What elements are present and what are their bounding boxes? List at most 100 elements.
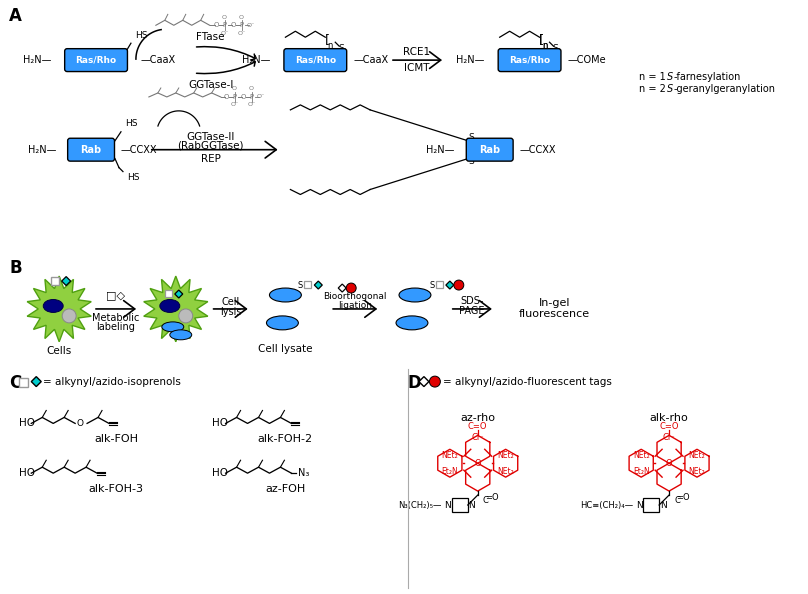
Text: az-FOH: az-FOH	[265, 484, 305, 494]
Text: HS: HS	[127, 173, 140, 182]
Text: = alkynyl/azido-isoprenols: = alkynyl/azido-isoprenols	[44, 377, 181, 387]
Text: NEt₂: NEt₂	[497, 451, 514, 460]
Text: B: B	[10, 259, 22, 277]
Text: S: S	[468, 133, 473, 142]
Text: =O: =O	[485, 492, 499, 501]
Text: (RabGGTase): (RabGGTase)	[178, 141, 244, 151]
Text: O: O	[474, 459, 481, 467]
FancyBboxPatch shape	[65, 49, 128, 71]
Text: -farnesylation: -farnesylation	[673, 72, 740, 82]
Ellipse shape	[267, 316, 298, 330]
Text: n = 1: n = 1	[639, 72, 669, 82]
Text: □◇: □◇	[107, 290, 125, 300]
Text: O⁻: O⁻	[256, 94, 265, 99]
Text: S: S	[429, 280, 435, 289]
Text: O: O	[77, 419, 83, 428]
Text: alk-FOH: alk-FOH	[94, 434, 138, 444]
Text: O⁻: O⁻	[230, 102, 238, 108]
Text: alk-FOH-2: alk-FOH-2	[258, 434, 313, 444]
Text: A: A	[10, 7, 23, 26]
Polygon shape	[27, 276, 91, 342]
Text: Rab: Rab	[479, 145, 500, 154]
Text: az-rho: az-rho	[461, 413, 495, 424]
Text: O⁻: O⁻	[247, 102, 255, 108]
Text: NEt₂: NEt₂	[441, 451, 458, 460]
Text: Cells: Cells	[47, 346, 72, 356]
Circle shape	[454, 280, 464, 290]
Text: N: N	[636, 501, 642, 510]
Text: Et₂N: Et₂N	[441, 467, 458, 476]
Text: N: N	[469, 501, 475, 510]
Text: H₂N—: H₂N—	[242, 55, 271, 65]
Text: S: S	[553, 44, 558, 53]
Bar	[436, 281, 443, 288]
Text: [: [	[539, 33, 544, 46]
Text: Bioorthogonal: Bioorthogonal	[323, 292, 387, 301]
Text: =O: =O	[676, 492, 690, 501]
Text: n: n	[542, 40, 547, 50]
Text: alk-rho: alk-rho	[650, 413, 688, 424]
Ellipse shape	[44, 299, 63, 312]
Text: O⁻: O⁻	[221, 31, 229, 36]
Bar	[643, 498, 659, 512]
Text: HS: HS	[125, 119, 137, 128]
Text: —CCXX: —CCXX	[520, 145, 556, 154]
Text: —COMe: —COMe	[567, 55, 606, 65]
Ellipse shape	[269, 288, 301, 302]
Text: Ras/Rho: Ras/Rho	[295, 56, 336, 65]
Circle shape	[429, 376, 440, 387]
Text: ICMT: ICMT	[404, 63, 430, 73]
Bar	[305, 281, 311, 288]
Ellipse shape	[162, 322, 183, 332]
FancyBboxPatch shape	[284, 49, 347, 71]
Text: PAGE: PAGE	[459, 306, 485, 316]
Text: In-gel: In-gel	[539, 298, 570, 308]
Text: O: O	[666, 459, 672, 467]
Text: NEt₂: NEt₂	[688, 467, 705, 476]
Circle shape	[62, 309, 76, 323]
Text: n = 2: n = 2	[639, 84, 669, 94]
Bar	[452, 498, 468, 512]
Polygon shape	[175, 290, 183, 298]
Text: [: [	[325, 33, 330, 46]
Text: -geranylgeranylation: -geranylgeranylation	[673, 84, 775, 94]
Text: P: P	[222, 23, 227, 29]
Text: Rab: Rab	[81, 145, 102, 154]
Text: fluorescence: fluorescence	[519, 309, 590, 319]
Polygon shape	[144, 276, 208, 342]
Text: —CaaX: —CaaX	[353, 55, 389, 65]
Text: N: N	[444, 501, 451, 510]
Text: ligation: ligation	[339, 302, 372, 311]
Text: P: P	[239, 23, 244, 29]
Text: SDS-: SDS-	[460, 296, 483, 306]
FancyBboxPatch shape	[499, 49, 561, 71]
Bar	[165, 290, 172, 297]
Text: H₂N—: H₂N—	[457, 55, 485, 65]
Circle shape	[179, 309, 193, 323]
Text: = alkynyl/azido-fluorescent tags: = alkynyl/azido-fluorescent tags	[443, 377, 612, 387]
Text: HO: HO	[212, 418, 228, 428]
Text: HO: HO	[19, 468, 36, 478]
Text: S: S	[468, 157, 473, 166]
Text: C=O: C=O	[659, 422, 679, 431]
Text: C=O: C=O	[468, 422, 487, 431]
Text: O⁻: O⁻	[238, 31, 246, 36]
Text: P: P	[233, 94, 237, 100]
Bar	[51, 277, 59, 285]
Text: Cl⁻: Cl⁻	[663, 433, 675, 442]
Ellipse shape	[399, 288, 431, 302]
Text: H₂N—: H₂N—	[427, 145, 455, 154]
Polygon shape	[32, 377, 41, 387]
Text: P: P	[250, 94, 254, 100]
Text: NEt₂: NEt₂	[633, 451, 650, 460]
Text: N₃: N₃	[297, 468, 309, 478]
Text: O: O	[241, 94, 246, 100]
Text: Cell: Cell	[221, 297, 240, 307]
FancyBboxPatch shape	[68, 138, 115, 161]
Text: HC≡(CH₂)₄—: HC≡(CH₂)₄—	[580, 501, 633, 510]
Text: HO: HO	[212, 468, 228, 478]
Text: O: O	[224, 94, 229, 100]
Polygon shape	[419, 377, 429, 387]
Ellipse shape	[396, 316, 428, 330]
Text: O: O	[222, 15, 227, 20]
